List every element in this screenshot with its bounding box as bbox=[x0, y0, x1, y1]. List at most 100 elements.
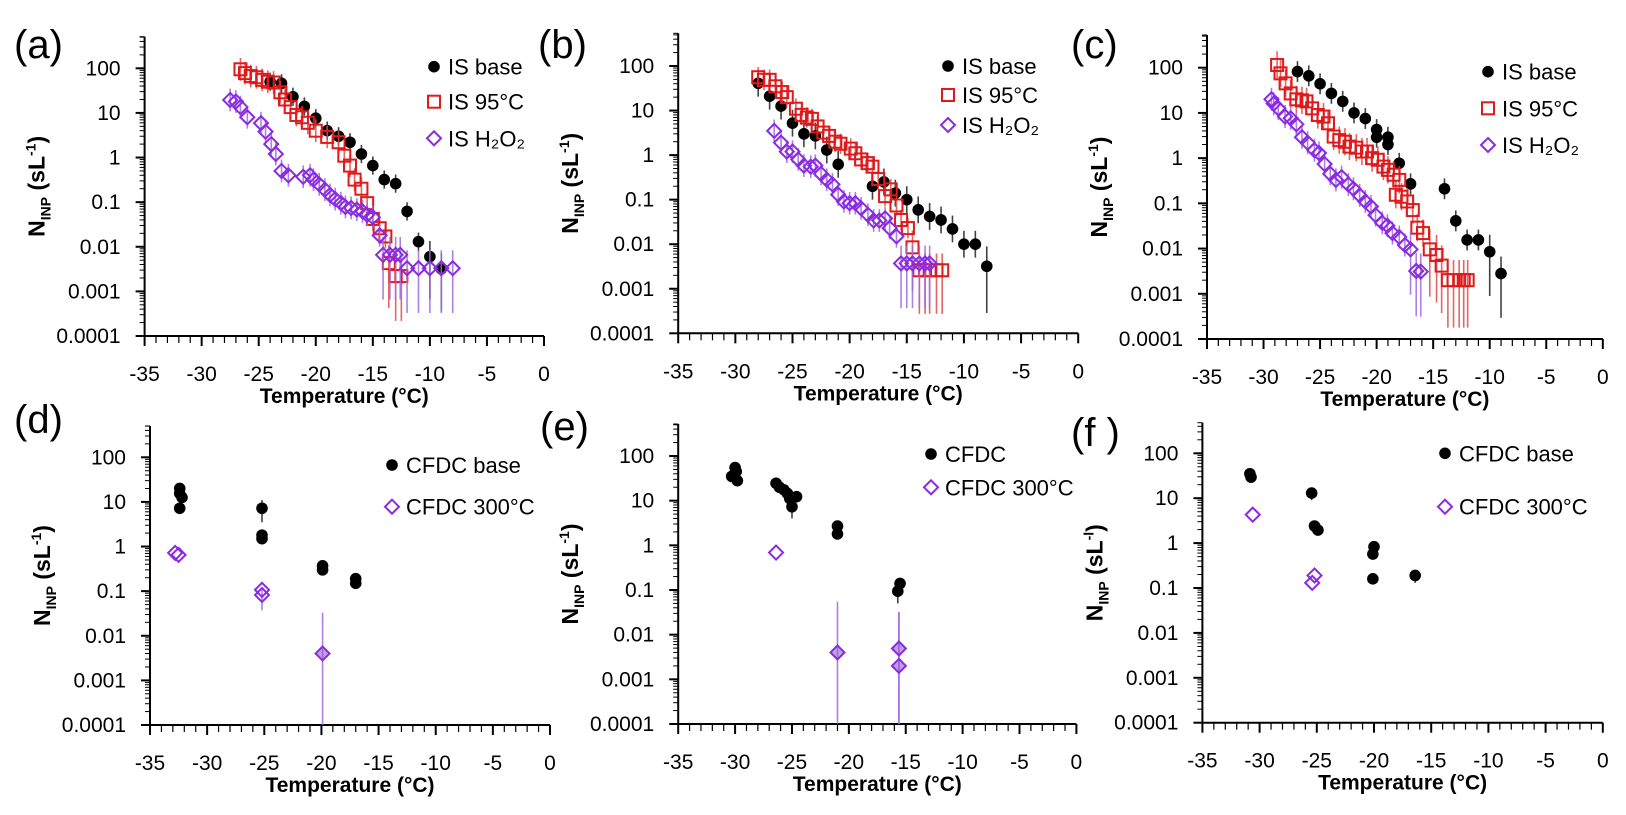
data-point bbox=[1434, 258, 1449, 273]
data-point bbox=[892, 255, 910, 272]
data-point bbox=[348, 201, 366, 219]
x-tick-label: -35 bbox=[135, 752, 165, 775]
data-point bbox=[833, 136, 848, 151]
y-title-subscript: INP bbox=[571, 194, 587, 217]
data-point bbox=[1327, 171, 1345, 189]
data-point bbox=[1359, 112, 1372, 125]
data-point bbox=[890, 657, 908, 675]
data-point bbox=[344, 136, 356, 149]
data-point bbox=[1336, 95, 1349, 108]
series-is-h-o- bbox=[221, 88, 462, 314]
x-axis-title: Temperature (°C) bbox=[794, 382, 963, 405]
y-title-symbol: N bbox=[1086, 221, 1112, 238]
x-tick-label: -10 bbox=[947, 751, 977, 774]
panel-c: (c) 100 10 1 0.1 0.01 0.001 0.0001 -35 -30 -25 -20 -… bbox=[1071, 23, 1609, 411]
x-tick-label: -25 bbox=[1302, 750, 1332, 773]
legend-label: CFDC 300°C bbox=[406, 495, 535, 520]
data-point bbox=[1310, 144, 1328, 162]
data-point bbox=[891, 585, 904, 598]
data-point bbox=[843, 141, 858, 156]
data-point bbox=[1412, 263, 1430, 280]
data-point bbox=[170, 546, 187, 564]
y-axis-title: NINP (sL-1) bbox=[1085, 137, 1116, 238]
y-tick-label: 0.001 bbox=[73, 669, 126, 692]
data-point bbox=[1287, 115, 1305, 133]
data-point bbox=[354, 181, 369, 196]
data-point bbox=[802, 158, 820, 176]
data-point bbox=[378, 173, 391, 186]
y-tick-label: 0.0001 bbox=[56, 325, 120, 348]
y-tick-label: 0.0001 bbox=[62, 714, 126, 737]
data-point bbox=[935, 214, 947, 226]
data-point bbox=[355, 148, 368, 160]
x-tick-label: -10 bbox=[1473, 750, 1503, 773]
y-tick-label: 0.001 bbox=[68, 280, 121, 303]
data-point bbox=[432, 259, 450, 277]
y-tick-label: 0.0001 bbox=[590, 713, 654, 736]
y-title-symbol: N bbox=[1081, 605, 1107, 622]
x-tick-label: -35 bbox=[1187, 750, 1217, 773]
legend-marker bbox=[942, 60, 954, 72]
data-point bbox=[232, 98, 249, 116]
data-point bbox=[257, 123, 274, 141]
x-tick-label: 0 bbox=[1071, 751, 1083, 774]
legend-marker bbox=[939, 116, 957, 134]
x-tick-label: -30 bbox=[720, 360, 750, 383]
x-tick-label: -30 bbox=[720, 751, 750, 774]
x-tick-label: -30 bbox=[186, 363, 216, 386]
legend-label: CFDC 300°C bbox=[945, 475, 1074, 500]
y-title-subscript: INP bbox=[571, 585, 587, 608]
x-tick-label: -15 bbox=[1418, 366, 1448, 389]
y-title-superscript: -1 bbox=[556, 140, 572, 153]
y-title-superscript: -l bbox=[1080, 532, 1096, 541]
series-is-base bbox=[264, 72, 448, 312]
y-tick-label: 1 bbox=[643, 534, 655, 557]
x-tick-label: -25 bbox=[244, 363, 274, 386]
data-point bbox=[166, 544, 184, 562]
y-tick-label: 10 bbox=[631, 100, 654, 123]
y-tick-label: 0.01 bbox=[1138, 622, 1179, 645]
data-point bbox=[860, 156, 875, 171]
data-point bbox=[829, 644, 846, 661]
x-tick-label: -5 bbox=[1012, 360, 1031, 383]
x-tick-label: -5 bbox=[484, 752, 503, 775]
data-point bbox=[1291, 65, 1304, 78]
y-title-subscript: INP bbox=[1095, 581, 1111, 604]
y-tick-label: 1 bbox=[643, 144, 655, 167]
data-point bbox=[946, 223, 959, 235]
legend-marker bbox=[925, 448, 937, 460]
y-axis-title: NINP (sL-1) bbox=[28, 525, 59, 626]
y-title-unit: (sL bbox=[557, 153, 583, 194]
data-point bbox=[921, 255, 939, 272]
data-point bbox=[841, 194, 859, 212]
x-axis-title: Temperature (°C) bbox=[265, 774, 434, 797]
y-axis-title: NINP (sL-1) bbox=[556, 133, 587, 234]
series-cfdc-300-c bbox=[166, 544, 331, 725]
x-tick-label: -20 bbox=[306, 752, 336, 775]
y-tick-label: 100 bbox=[619, 55, 654, 78]
data-point bbox=[1405, 203, 1420, 218]
data-point bbox=[398, 259, 416, 277]
data-point bbox=[779, 90, 794, 105]
data-point bbox=[1302, 70, 1315, 82]
data-point bbox=[374, 246, 392, 264]
data-point bbox=[300, 115, 315, 130]
data-point bbox=[900, 193, 913, 206]
data-point bbox=[176, 491, 188, 504]
series-is-base bbox=[1291, 61, 1507, 318]
y-tick-label: 100 bbox=[1148, 57, 1183, 80]
y-title-close: ) bbox=[557, 133, 583, 141]
data-point bbox=[221, 91, 239, 109]
data-point bbox=[1495, 267, 1507, 280]
y-tick-label: 0.1 bbox=[625, 189, 654, 212]
data-point bbox=[421, 259, 439, 277]
data-point bbox=[871, 172, 886, 187]
data-point bbox=[273, 162, 290, 180]
y-title-symbol: N bbox=[24, 220, 50, 237]
x-tick-label: -20 bbox=[834, 751, 864, 774]
data-point bbox=[1305, 487, 1318, 499]
series-cfdc-base bbox=[173, 482, 362, 590]
x-tick-label: -20 bbox=[834, 360, 864, 383]
x-tick-label: -30 bbox=[1248, 366, 1278, 389]
data-point bbox=[367, 159, 379, 172]
